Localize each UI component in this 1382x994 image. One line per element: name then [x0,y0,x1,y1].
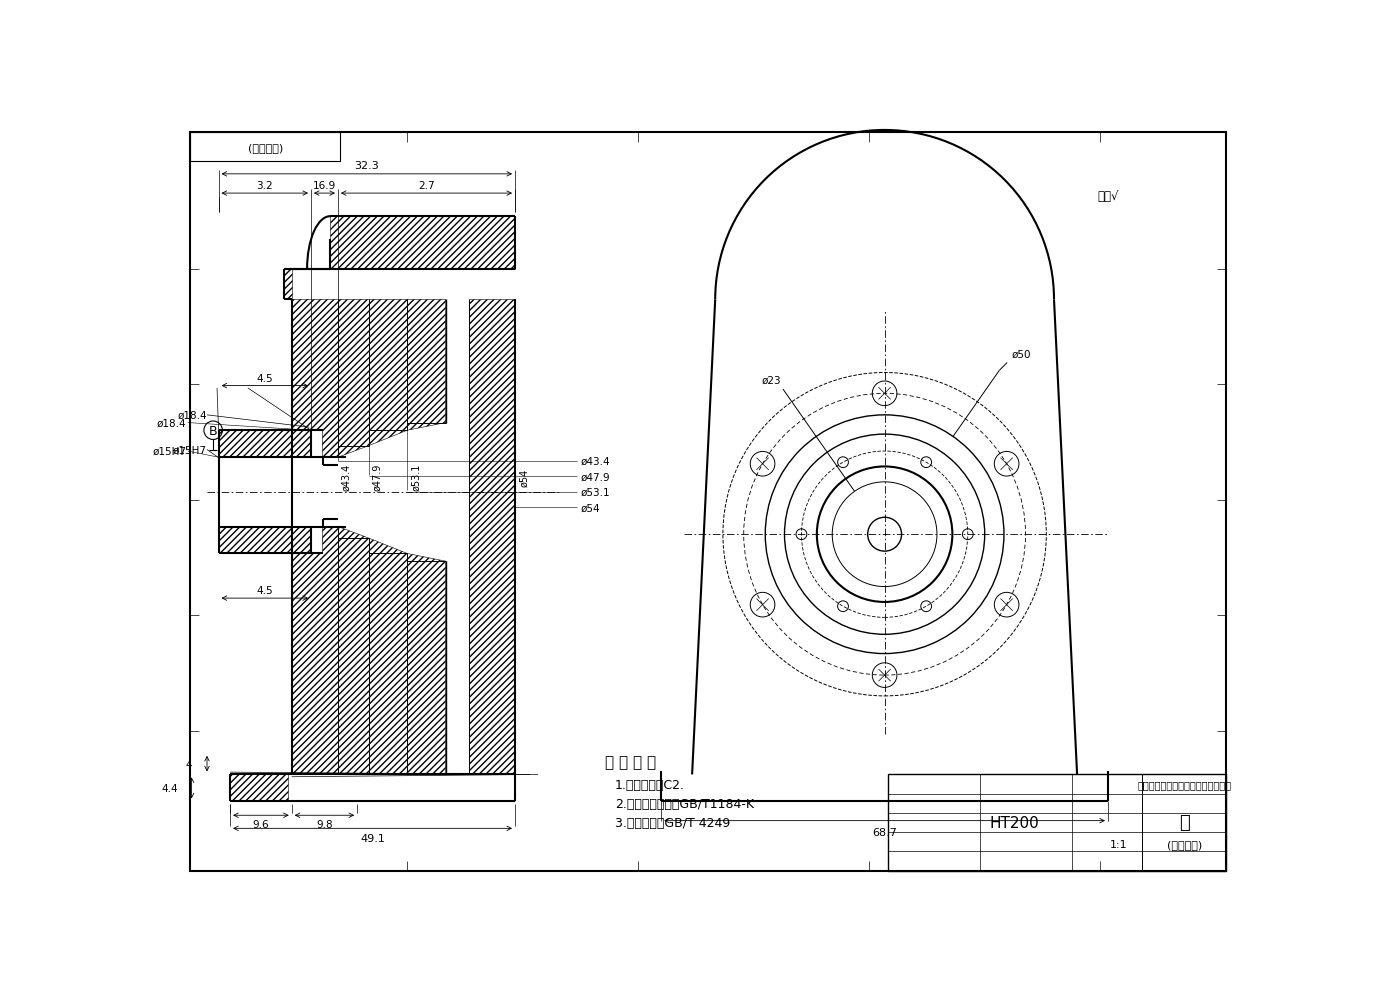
Text: (总装视图): (总装视图) [247,143,283,153]
Text: (图样代号): (图样代号) [1166,839,1202,849]
Text: 2.未注形位公差按GB/T1184-K: 2.未注形位公差按GB/T1184-K [615,797,755,810]
Text: 4.5: 4.5 [257,585,274,595]
Text: 宁波大红鹰学院机械与电气工程学院: 宁波大红鹰学院机械与电气工程学院 [1137,779,1231,789]
Text: 32.3: 32.3 [354,160,379,170]
Text: HT200: HT200 [990,815,1039,830]
Polygon shape [468,300,515,774]
Text: ø18.4: ø18.4 [177,411,207,420]
Polygon shape [330,217,515,269]
Text: ø54: ø54 [580,503,600,513]
Text: 9.6: 9.6 [253,820,269,830]
Polygon shape [218,430,311,458]
Text: 49.1: 49.1 [361,833,386,843]
Text: 4.4: 4.4 [162,783,178,793]
Text: ø54: ø54 [518,468,529,486]
Text: ø43.4: ø43.4 [341,463,352,491]
Text: ø47.9: ø47.9 [373,463,383,491]
Text: ø47.9: ø47.9 [580,472,609,482]
Text: 1.未注倒角为C2.: 1.未注倒角为C2. [615,778,685,791]
Text: ø53.1: ø53.1 [410,463,422,491]
Text: ø50: ø50 [1012,349,1031,359]
Polygon shape [292,300,446,458]
Text: 9.8: 9.8 [316,820,333,830]
Polygon shape [292,527,446,774]
Text: ø43.4: ø43.4 [580,456,609,466]
Polygon shape [285,269,292,300]
Text: 16.9: 16.9 [312,181,336,191]
Polygon shape [231,774,287,801]
Text: 4: 4 [185,758,192,769]
Text: B: B [209,424,217,437]
Text: 3.2: 3.2 [257,181,274,191]
Text: ø15H7: ø15H7 [152,446,187,456]
Text: ø15H7: ø15H7 [173,445,207,455]
Text: 3.公差原则按GB/T 4249: 3.公差原则按GB/T 4249 [615,817,730,830]
Text: 4.5: 4.5 [257,374,274,384]
Text: ø23: ø23 [761,376,781,386]
Text: 技 术 要 求: 技 术 要 求 [605,754,656,769]
Bar [191,133,340,162]
Text: ø18.4: ø18.4 [156,418,187,428]
Bar [887,774,1226,871]
Text: 1:1: 1:1 [1110,839,1128,849]
Text: 68.7: 68.7 [872,827,897,837]
Polygon shape [218,527,311,554]
Text: 筱: 筱 [1179,813,1190,831]
Text: ø53.1: ø53.1 [580,487,609,497]
Text: 2.7: 2.7 [419,181,435,191]
Text: 其余√: 其余√ [1097,190,1118,203]
